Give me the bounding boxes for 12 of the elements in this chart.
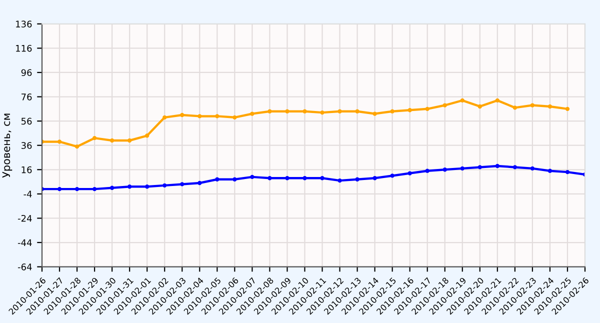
y-tick-label: -64 [18, 264, 32, 270]
y-tick-label: 136 [16, 20, 32, 28]
y-tick-label: 56 [21, 118, 32, 125]
y-tick-label: 76 [22, 94, 32, 100]
y-tick-label: 16 [22, 166, 32, 174]
y-tick-label: 36 [21, 142, 32, 149]
y-tick-label: -24 [18, 214, 32, 222]
y-tick-label: 116 [16, 44, 32, 52]
y-tick-label: 96 [21, 69, 32, 76]
y-tick-label: -4 [24, 190, 32, 198]
y-tick-label: -44 [18, 239, 32, 246]
y-axis-title: Уровень, см [2, 114, 12, 178]
